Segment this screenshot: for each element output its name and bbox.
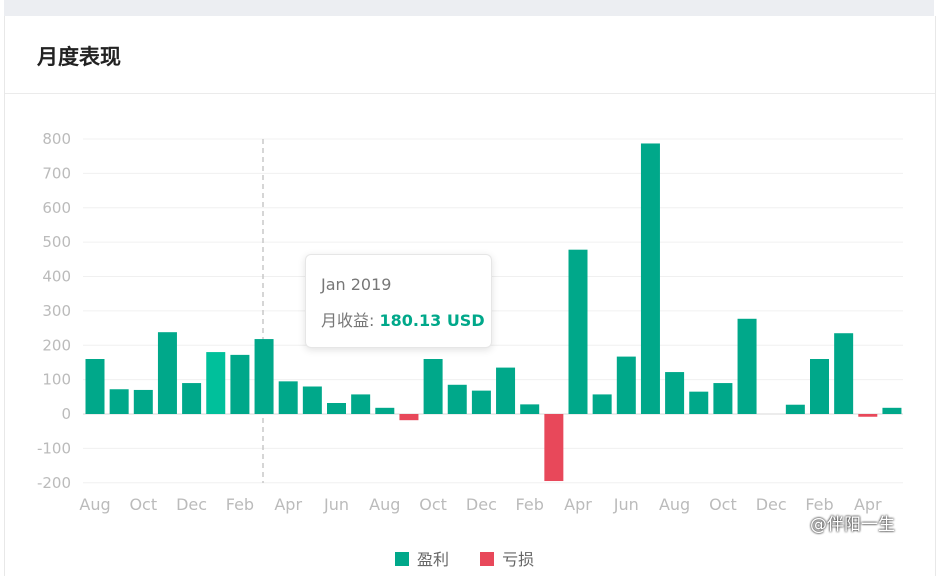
bar bbox=[375, 407, 395, 414]
x-tick-label: Jun bbox=[323, 495, 349, 514]
bar bbox=[254, 339, 274, 414]
x-tick-label: Dec bbox=[756, 495, 787, 514]
top-strip bbox=[4, 0, 934, 16]
x-tick-label: Apr bbox=[274, 495, 302, 514]
x-tick-label: Feb bbox=[805, 495, 833, 514]
bar bbox=[882, 407, 902, 414]
y-tick-label: 800 bbox=[42, 130, 71, 148]
bar bbox=[858, 414, 878, 417]
y-tick-label: 100 bbox=[42, 371, 71, 389]
x-tick-label: Aug bbox=[79, 495, 110, 514]
bar bbox=[592, 394, 612, 414]
tooltip-value: 180.13 USD bbox=[379, 311, 485, 330]
x-tick-label: Apr bbox=[564, 495, 592, 514]
x-tick-label: Apr bbox=[854, 495, 882, 514]
x-tick-label: Aug bbox=[659, 495, 690, 514]
bar bbox=[471, 390, 491, 414]
x-tick-label: Feb bbox=[516, 495, 544, 514]
bar bbox=[206, 352, 226, 414]
bar bbox=[327, 403, 346, 414]
y-tick-label: 400 bbox=[42, 268, 71, 286]
chart-legend: 盈利 亏损 bbox=[395, 546, 560, 569]
bar bbox=[399, 414, 419, 421]
y-tick-label: 0 bbox=[61, 405, 71, 423]
bar bbox=[423, 359, 443, 414]
bar bbox=[447, 384, 467, 414]
card-header: 月度表现 bbox=[5, 16, 935, 94]
card-title: 月度表现 bbox=[37, 45, 121, 69]
bar bbox=[278, 381, 298, 414]
bar bbox=[157, 332, 177, 414]
legend-item-profit[interactable]: 盈利 bbox=[395, 546, 449, 570]
bar bbox=[133, 389, 153, 414]
x-tick-label: Feb bbox=[226, 495, 254, 514]
bar bbox=[737, 318, 757, 414]
x-tick-label: Dec bbox=[466, 495, 497, 514]
y-tick-label: 600 bbox=[42, 199, 71, 217]
chart-tooltip: Jan 2019 月收益: 180.13 USD bbox=[305, 254, 492, 348]
bar bbox=[785, 404, 805, 414]
legend-item-loss[interactable]: 亏损 bbox=[480, 546, 534, 570]
y-tick-label: 200 bbox=[42, 336, 71, 354]
bar bbox=[544, 414, 564, 482]
bar bbox=[689, 391, 709, 414]
y-tick-label: -200 bbox=[37, 474, 71, 492]
y-tick-label: -100 bbox=[37, 439, 71, 457]
bar bbox=[302, 386, 322, 414]
bar bbox=[810, 359, 829, 414]
y-tick-label: 300 bbox=[42, 302, 71, 320]
legend-swatch-profit bbox=[395, 552, 409, 566]
bar bbox=[182, 383, 202, 414]
bar bbox=[85, 359, 105, 414]
bar bbox=[616, 356, 636, 414]
x-tick-label: Oct bbox=[709, 495, 737, 514]
tooltip-label: 月收益: bbox=[321, 311, 375, 330]
bar bbox=[713, 383, 733, 414]
x-tick-label: Dec bbox=[176, 495, 207, 514]
bar bbox=[834, 333, 854, 414]
bar bbox=[568, 249, 588, 414]
watermark-text: @伴阳一生 bbox=[810, 515, 895, 535]
y-tick-label: 700 bbox=[42, 164, 71, 182]
bar bbox=[640, 143, 660, 414]
tooltip-title: Jan 2019 bbox=[321, 275, 392, 294]
x-tick-label: Oct bbox=[419, 495, 447, 514]
bar bbox=[109, 389, 129, 414]
bar bbox=[665, 372, 685, 414]
legend-swatch-loss bbox=[480, 552, 495, 566]
x-tick-label: Jun bbox=[613, 495, 639, 514]
bar bbox=[230, 354, 250, 414]
y-tick-label: 500 bbox=[42, 233, 71, 251]
x-tick-label: Oct bbox=[129, 495, 157, 514]
bar bbox=[520, 404, 540, 414]
tooltip-row: 月收益: 180.13 USD bbox=[321, 307, 485, 331]
monthly-performance-chart: 800 700 600 500 400 300 200 100 0 -100 -200 Aug Oct D… bbox=[37, 130, 903, 514]
x-tick-label: Aug bbox=[369, 495, 400, 514]
bar bbox=[351, 394, 371, 414]
bar bbox=[496, 367, 516, 414]
